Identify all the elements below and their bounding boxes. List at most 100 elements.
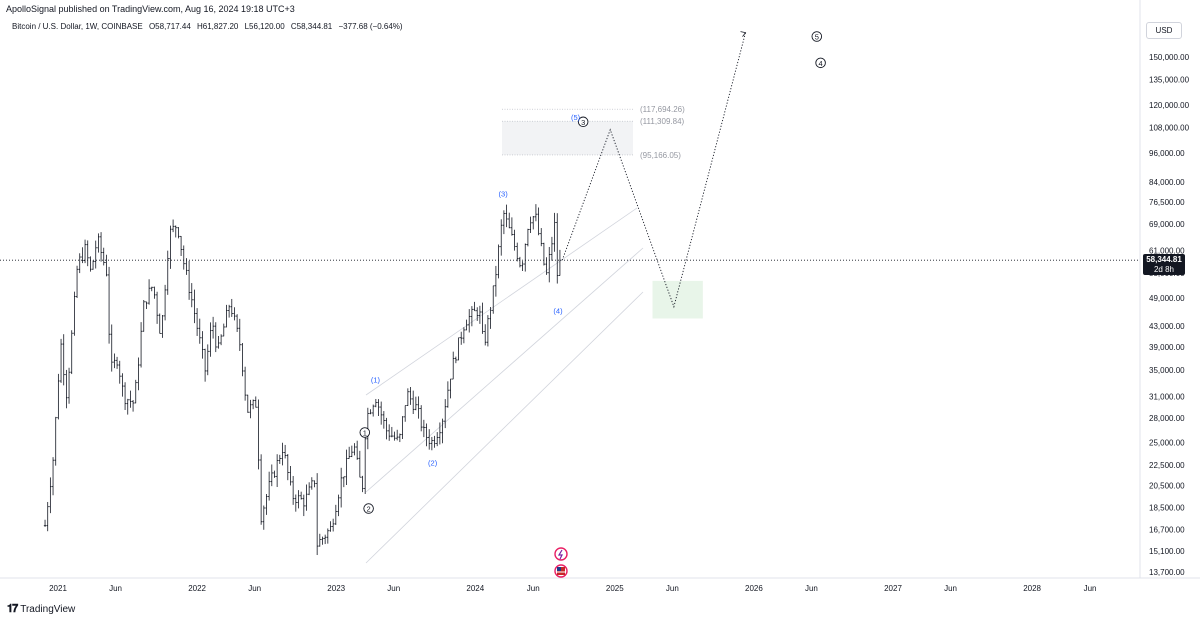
projection-path[interactable] [561, 31, 747, 309]
ideas-bolt-ring [554, 547, 568, 561]
price-bar [358, 450, 362, 478]
price-bar [225, 304, 228, 328]
price-bar [363, 436, 367, 494]
price-bar [550, 236, 554, 261]
price-tick-label: 25,000.00 [1149, 439, 1185, 448]
price-bar [171, 219, 175, 233]
price-bar [121, 373, 124, 397]
price-bar [361, 475, 364, 493]
price-bar [556, 213, 559, 284]
wave-labels: 1 2 3 4 5 (1) (2) (3) (4) (5) [359, 31, 826, 514]
price-bar [457, 337, 460, 361]
wave-circle [811, 31, 823, 42]
price-bar [73, 291, 76, 336]
price-bar [446, 381, 450, 408]
price-bar [307, 482, 311, 496]
price-bar [302, 494, 306, 517]
price-bar [113, 353, 116, 369]
trend-channel[interactable] [365, 207, 644, 564]
price-bar [334, 504, 338, 525]
price-bar [78, 253, 81, 274]
price-tick-label: 108,000.00 [1149, 124, 1190, 133]
us-flag-icon[interactable] [554, 564, 568, 578]
price-bar [414, 396, 418, 411]
price-bar [233, 307, 236, 321]
ideas-bolt-icon[interactable] [554, 547, 568, 561]
price-bar [155, 291, 159, 324]
price-bar [537, 207, 540, 236]
price-bar [246, 394, 249, 413]
wave-label-minor: (4) [553, 306, 563, 315]
tradingview-brand[interactable]: 𝟏𝟕 TradingView [7, 603, 75, 616]
price-bar [481, 302, 484, 334]
price-bar [222, 323, 225, 337]
symbol-title[interactable]: Bitcoin / U.S. Dollar, 1W, COINBASE [12, 22, 143, 31]
price-bar [198, 318, 201, 344]
event-icons[interactable] [554, 547, 568, 578]
close-value: C58,344.81 [290, 22, 333, 31]
fib-level-label: (95,166.05) [640, 151, 681, 160]
time-tick-label: 2024 [466, 584, 484, 593]
price-bar [123, 382, 127, 411]
price-bar [289, 465, 292, 486]
price-bar [433, 435, 436, 448]
wave-label-minor: (2) [428, 458, 438, 467]
price-bar [452, 351, 455, 380]
wave-label-primary: 3 [577, 116, 589, 128]
fib-level-label: (111,309.84) [640, 117, 685, 126]
price-bar [238, 318, 241, 351]
price-bar [419, 405, 423, 432]
projection-arrowhead [740, 31, 747, 37]
time-tick-label: Jun [387, 584, 400, 593]
price-bar [105, 254, 108, 277]
price-bar [249, 399, 252, 419]
price-bar [219, 334, 223, 346]
price-axis[interactable]: 150,000.00 135,000.00 120,000.00 108,000.00… [1149, 53, 1190, 577]
price-bar [465, 319, 468, 331]
price-bar [377, 399, 380, 417]
time-tick-label: 2023 [327, 584, 345, 593]
price-bar [294, 494, 298, 512]
price-bar [94, 240, 97, 269]
wave-label-minor: (3) [499, 190, 509, 199]
price-bar [521, 261, 524, 272]
price-bar [283, 444, 287, 459]
price-bar [254, 396, 257, 408]
price-bar [166, 250, 169, 295]
price-bar [161, 314, 164, 338]
price-tick-label: 135,000.00 [1149, 76, 1190, 85]
price-tick-label: 61,000.00 [1149, 247, 1185, 256]
price-bar [489, 306, 492, 329]
price-bar [270, 464, 274, 487]
price-bar [51, 457, 55, 496]
price-bar [478, 305, 482, 324]
price-bar [313, 480, 316, 488]
price-bar [540, 228, 543, 247]
currency-button[interactable]: USD [1146, 22, 1182, 39]
price-tick-label: 15,100.00 [1149, 547, 1185, 556]
price-bar [67, 367, 71, 404]
wave-number: 4 [819, 59, 823, 68]
price-bar [513, 229, 516, 251]
price-tick-label: 96,000.00 [1149, 149, 1185, 158]
price-tick-label: 20,500.00 [1149, 481, 1185, 490]
price-bar [291, 475, 295, 505]
price-bar [331, 518, 335, 532]
price-bar [49, 477, 52, 514]
price-bar [278, 454, 282, 464]
price-bar [227, 304, 231, 318]
target-zone[interactable] [652, 280, 703, 319]
price-bar [353, 443, 356, 456]
price-bar [385, 417, 388, 440]
price-bar [193, 289, 196, 324]
price-bar [206, 344, 209, 376]
price-tick-label: 39,000.00 [1149, 343, 1185, 352]
last-price-label: 58,344.81 [1146, 255, 1182, 264]
low-value: L56,120.00 [244, 22, 285, 31]
price-bar [422, 419, 426, 438]
price-bar [449, 378, 452, 399]
price-tick-label: 84,000.00 [1149, 178, 1185, 187]
time-axis[interactable]: 2021 Jun 2022 Jun 2023 Jun 2024 Jun 2025 Jun 2026 J… [49, 584, 1096, 593]
fib-extension-box[interactable]: (117,694.26) (111,309.84) (95,166.05) [502, 105, 685, 160]
